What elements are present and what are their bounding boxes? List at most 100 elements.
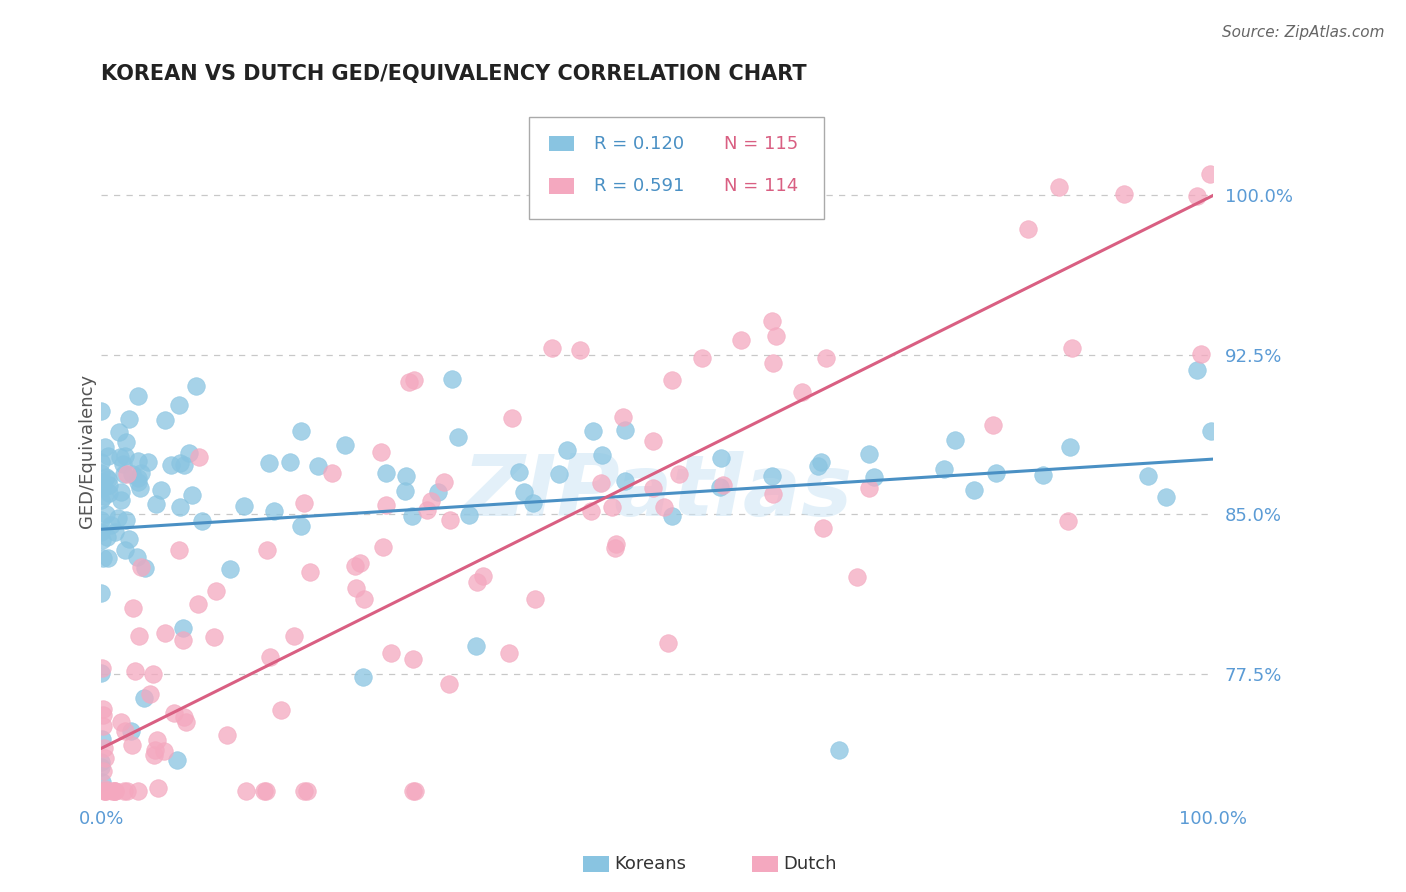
Point (344, 559, 367, 574)
Point (128, 629, 150, 643)
Text: R = 0.120: R = 0.120 (593, 135, 685, 153)
Point (433, 475, 456, 490)
Point (169, 456, 191, 470)
Point (416, 502, 439, 516)
Point (299, 566, 322, 580)
Text: ZIPatlas: ZIPatlas (463, 451, 852, 534)
Point (159, 458, 181, 473)
Point (188, 450, 211, 464)
Point (91, 702, 114, 716)
Point (290, 424, 312, 438)
Point (762, 357, 785, 371)
Point (94, 440, 117, 454)
Point (690, 351, 713, 365)
Point (94, 507, 117, 521)
Point (1017, 222, 1039, 236)
Point (962, 483, 984, 498)
Point (115, 784, 138, 798)
Point (101, 784, 124, 798)
Point (96, 530, 118, 544)
Point (863, 470, 886, 484)
Point (104, 784, 127, 798)
Point (93, 784, 115, 798)
Point (136, 455, 159, 469)
Point (375, 466, 398, 480)
Point (143, 742, 166, 756)
Point (1031, 468, 1053, 483)
Text: Dutch: Dutch (783, 855, 837, 873)
Point (91, 764, 114, 778)
Text: KOREAN VS DUTCH GED/EQUIVALENCY CORRELATION CHART: KOREAN VS DUTCH GED/EQUIVALENCY CORRELAT… (101, 64, 807, 84)
Point (153, 744, 176, 758)
Point (190, 514, 212, 528)
Point (114, 450, 136, 464)
Point (524, 591, 547, 606)
Point (127, 549, 149, 564)
Point (465, 575, 488, 590)
Y-axis label: GED/Equivalency: GED/Equivalency (79, 374, 96, 528)
Point (117, 467, 139, 482)
Point (187, 597, 209, 611)
Point (145, 497, 167, 511)
Point (181, 488, 204, 502)
Point (765, 329, 787, 343)
Point (290, 519, 312, 533)
Point (374, 498, 396, 512)
Point (112, 784, 135, 798)
Point (90, 455, 112, 469)
Point (142, 667, 165, 681)
Point (501, 410, 523, 425)
Point (263, 504, 285, 518)
Point (395, 469, 418, 483)
Point (1059, 441, 1081, 455)
Point (591, 475, 613, 490)
Point (472, 569, 495, 583)
Point (218, 561, 240, 575)
Point (845, 570, 868, 584)
Text: R = 0.591: R = 0.591 (593, 177, 685, 194)
Point (540, 341, 562, 355)
Point (172, 632, 194, 647)
Point (1154, 490, 1177, 504)
Point (108, 450, 131, 464)
Point (943, 433, 966, 447)
Point (217, 728, 239, 742)
Point (761, 314, 783, 328)
Point (127, 475, 149, 489)
FancyBboxPatch shape (530, 117, 824, 219)
Point (127, 784, 149, 798)
Point (114, 542, 136, 557)
Point (91, 480, 114, 494)
Point (810, 455, 832, 469)
Point (402, 652, 425, 666)
Point (150, 483, 173, 497)
Point (90, 586, 112, 600)
Point (256, 542, 278, 557)
Point (548, 467, 571, 481)
Point (1057, 514, 1080, 528)
Point (283, 629, 305, 643)
Point (167, 543, 190, 558)
Point (380, 646, 402, 660)
Point (166, 753, 188, 767)
Point (90, 492, 112, 507)
Point (457, 508, 479, 522)
Point (858, 482, 880, 496)
Point (657, 636, 679, 650)
Point (730, 333, 752, 347)
Point (127, 389, 149, 403)
Point (90, 775, 112, 789)
Point (96, 784, 118, 798)
Point (986, 466, 1008, 480)
Point (179, 446, 201, 460)
Point (710, 450, 733, 465)
Point (292, 784, 315, 798)
Point (668, 467, 690, 481)
Point (307, 459, 329, 474)
Point (90, 475, 112, 489)
Point (1185, 362, 1208, 376)
Point (569, 343, 592, 357)
Point (93, 740, 115, 755)
Point (292, 496, 315, 510)
Point (612, 409, 634, 424)
